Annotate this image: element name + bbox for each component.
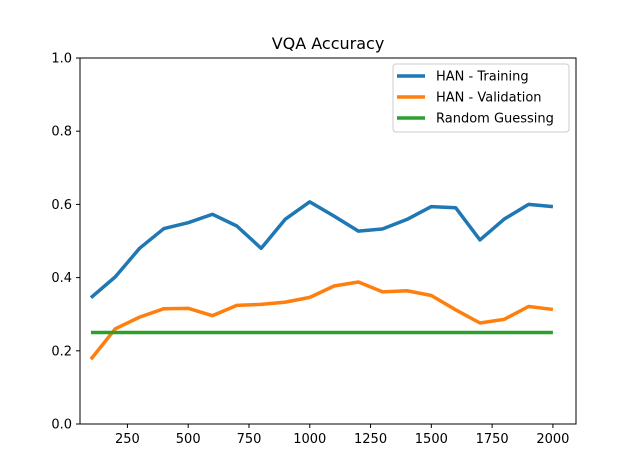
x-tick-label: 2000 [536,432,569,447]
x-tick-label: 750 [237,432,262,447]
x-axis: 250 500 750 1000 1250 1500 1750 2000 [115,424,569,447]
x-tick-label: 1750 [476,432,509,447]
legend-label-1: HAN - Validation [436,91,542,106]
series-line-0 [89,200,554,300]
y-tick-label: 0.0 [51,418,72,433]
series-line-1 [89,280,554,361]
y-tick-label: 1.0 [51,52,72,67]
series-layer [89,200,554,361]
chart-title: VQA Accuracy [272,34,385,53]
y-tick-label: 0.8 [51,125,72,140]
legend-label-2: Random Guessing [436,112,554,127]
x-tick-label: 250 [115,432,140,447]
y-tick-label: 0.2 [51,344,72,359]
y-tick-label: 0.6 [51,198,72,213]
legend-label-0: HAN - Training [436,70,529,85]
x-tick-label: 1250 [354,432,387,447]
x-tick-label: 500 [176,432,201,447]
legend-frame [392,63,570,133]
plot-area-frame [79,57,577,425]
x-tick-label: 1000 [293,432,326,447]
legend: HAN - Training HAN - Validation Random Gue… [392,63,570,133]
y-axis: 0.0 0.2 0.4 0.6 0.8 1.0 [51,52,80,433]
y-tick-label: 0.4 [51,271,72,286]
x-tick-label: 1500 [415,432,448,447]
